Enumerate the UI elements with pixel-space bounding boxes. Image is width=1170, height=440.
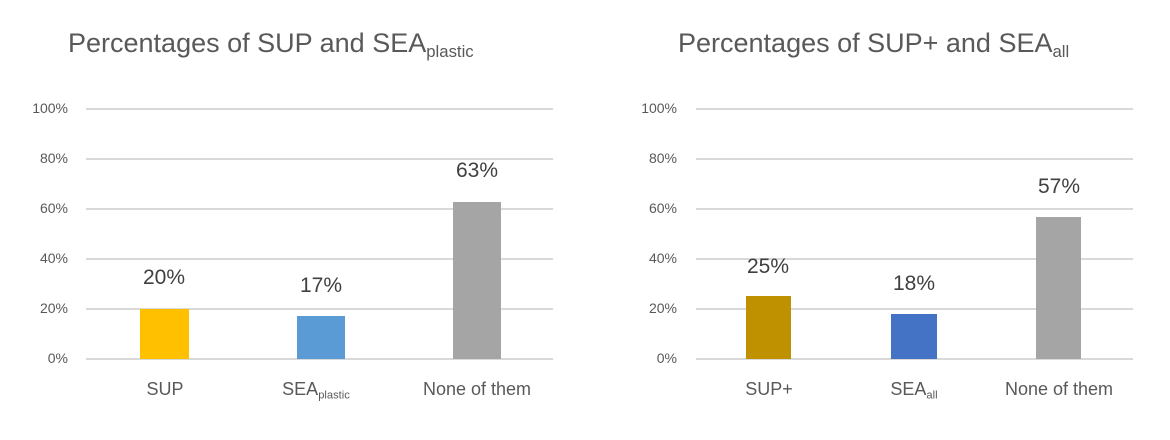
gridline (696, 308, 1133, 310)
bar-sea-plastic (297, 316, 345, 359)
data-label: 57% (1037, 175, 1081, 198)
gridline (696, 108, 1133, 110)
chart-title: Percentages of SUP+ and SEAall (678, 28, 1069, 62)
y-tick: 60% (39, 200, 68, 216)
y-tick: 20% (39, 300, 68, 316)
y-tick: 100% (32, 100, 68, 116)
chart-title-subscript: plastic (426, 42, 474, 62)
chart-sup-seaplastic: Percentages of SUP and SEAplastic 100% 8… (32, 28, 553, 402)
x-label-sup-plus: SUP+ (745, 379, 793, 399)
gridline (86, 308, 553, 310)
x-axis-line (86, 358, 553, 360)
y-tick: 80% (39, 150, 68, 166)
y-tick: 100% (641, 100, 677, 116)
gridline (696, 158, 1133, 160)
gridline (696, 208, 1133, 210)
x-axis-line (696, 358, 1133, 360)
bar-sup (140, 309, 189, 359)
chart-title-subscript: all (1052, 42, 1070, 62)
x-label-none-of-them: None of them (1004, 379, 1114, 399)
chart-title: Percentages of SUP and SEAplastic (68, 28, 474, 62)
y-tick: 40% (39, 250, 68, 266)
gridline (86, 108, 553, 110)
x-label-none-of-them: None of them (422, 379, 532, 399)
data-label: 17% (299, 274, 343, 297)
gridline (86, 208, 553, 210)
x-label-sea-plastic: SEAplastic (282, 379, 350, 402)
data-label: 25% (746, 255, 790, 278)
chart-title-main: Percentages of SUP+ and SEA (678, 28, 1053, 58)
bar-sup-plus (746, 296, 791, 359)
y-tick: 0% (656, 350, 677, 366)
y-tick: 60% (648, 200, 677, 216)
gridline (86, 258, 553, 260)
bar-sea-all (891, 314, 937, 359)
x-label-sup: SUP (146, 379, 184, 399)
gridline (696, 258, 1133, 260)
data-label: 18% (892, 272, 936, 295)
data-label: 20% (142, 266, 186, 289)
data-label: 63% (455, 159, 499, 182)
chart-title-main: Percentages of SUP and SEA (68, 28, 427, 58)
bar-none-of-them (1036, 217, 1081, 359)
y-tick: 40% (648, 250, 677, 266)
y-tick: 80% (648, 150, 677, 166)
bar-none-of-them (453, 202, 501, 359)
x-label-sea-all: SEAall (890, 379, 938, 402)
y-tick: 0% (47, 350, 68, 366)
y-tick: 20% (648, 300, 677, 316)
gridline (86, 158, 553, 160)
chart-supplus-seaall: Percentages of SUP+ and SEAall 100% 80% … (585, 0, 1170, 440)
